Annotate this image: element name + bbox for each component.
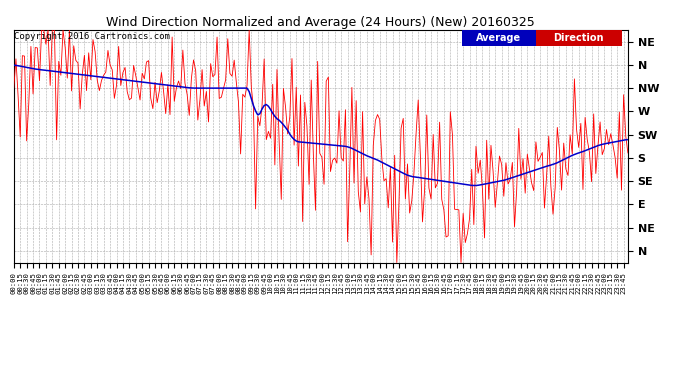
Title: Wind Direction Normalized and Average (24 Hours) (New) 20160325: Wind Direction Normalized and Average (2… xyxy=(106,16,535,29)
Text: Copyright 2016 Cartronics.com: Copyright 2016 Cartronics.com xyxy=(14,32,170,41)
